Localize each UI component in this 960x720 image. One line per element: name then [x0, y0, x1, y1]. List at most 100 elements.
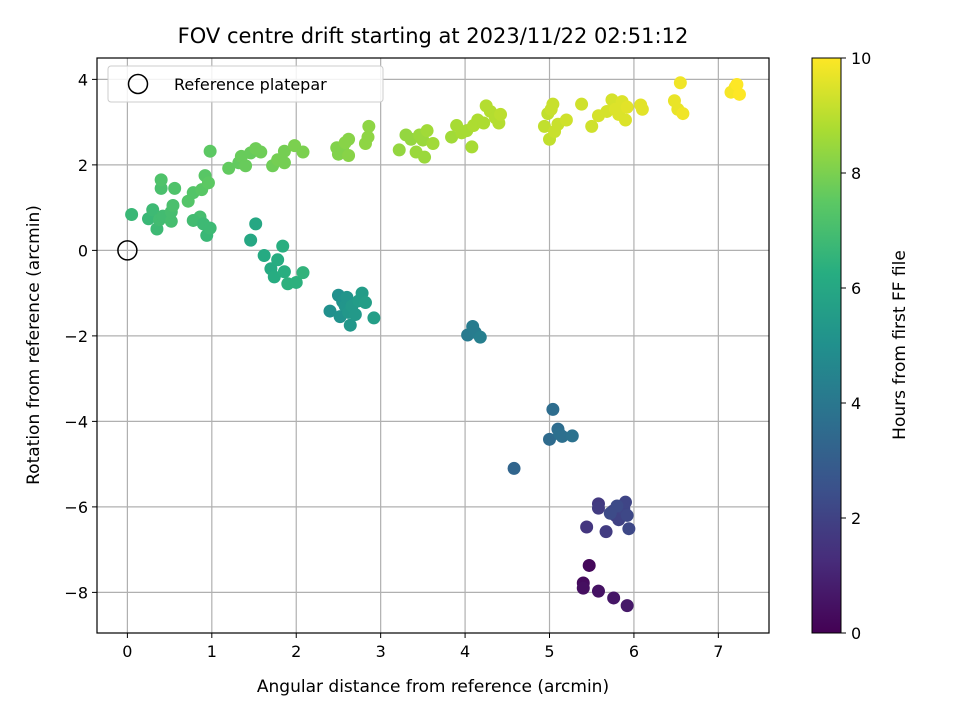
data-point [543, 432, 557, 446]
colorbar-tick-label: 6 [851, 279, 861, 298]
data-point [222, 161, 236, 175]
data-point [168, 181, 182, 195]
colorbar [811, 57, 842, 634]
data-point [203, 144, 217, 158]
colorbar-label: Hours from first FF file [890, 250, 910, 440]
data-point [565, 429, 579, 443]
data-point [635, 102, 649, 116]
data-point [343, 318, 357, 332]
data-point [276, 239, 290, 253]
data-point [555, 429, 569, 443]
data-point [249, 217, 263, 231]
data-point [537, 119, 551, 133]
data-point [267, 270, 281, 284]
data-point [342, 148, 356, 162]
data-point [603, 506, 617, 520]
y-tick-label: −4 [64, 412, 88, 431]
legend-entry-reference: Reference platepar [174, 75, 327, 94]
x-tick-label: 7 [713, 642, 723, 661]
data-point [342, 132, 356, 146]
data-point [576, 581, 590, 595]
data-point [546, 97, 560, 111]
data-point [620, 100, 634, 114]
data-point [599, 525, 613, 539]
data-point [277, 265, 291, 279]
x-tick-label: 3 [376, 642, 386, 661]
data-point [620, 599, 634, 613]
data-point [585, 119, 599, 133]
legend-marker [127, 73, 149, 95]
y-axis-ticks: −8 −6 −4 −2 0 2 4 [64, 70, 97, 602]
chart-title: FOV centre drift starting at 2023/11/22 … [178, 24, 689, 48]
colorbar-tick-label: 2 [851, 509, 861, 528]
data-point [575, 97, 589, 111]
data-point [618, 113, 632, 127]
data-point [186, 213, 200, 227]
data-point [507, 461, 521, 475]
data-point [580, 520, 594, 534]
data-point [154, 173, 168, 187]
x-tick-label: 5 [544, 642, 554, 661]
data-point [676, 107, 690, 121]
y-tick-label: 2 [78, 156, 88, 175]
data-point [271, 253, 285, 267]
data-point [477, 116, 491, 130]
data-point [125, 207, 139, 221]
data-point [732, 87, 746, 101]
y-tick-label: 4 [78, 70, 88, 89]
x-tick-label: 0 [122, 642, 132, 661]
data-point [257, 249, 271, 263]
data-point [673, 76, 687, 90]
colorbar-tick-label: 8 [851, 164, 861, 183]
data-point [277, 144, 291, 158]
data-point [164, 214, 178, 228]
data-points [117, 76, 746, 613]
x-axis-title: Angular distance from reference (arcmin) [257, 677, 609, 697]
data-point [358, 296, 372, 310]
y-tick-label: 0 [78, 241, 88, 260]
y-tick-label: −6 [64, 498, 88, 517]
data-point [546, 402, 560, 416]
legend-box [107, 65, 384, 103]
data-point [392, 143, 406, 157]
data-point [289, 275, 303, 289]
data-point [582, 558, 596, 572]
colorbar-tick-label: 0 [851, 624, 861, 643]
data-point [622, 522, 636, 536]
data-point [591, 584, 605, 598]
data-point [203, 221, 217, 235]
x-tick-label: 4 [460, 642, 470, 661]
y-tick-label: −2 [64, 327, 88, 346]
x-axis-ticks: 0 1 2 3 4 5 6 7 [122, 633, 723, 661]
colorbar-tick-label: 4 [851, 394, 861, 413]
data-point [296, 266, 310, 280]
data-point [362, 119, 376, 133]
data-point [244, 233, 258, 247]
data-point [426, 137, 440, 151]
data-point [473, 330, 487, 344]
data-point [367, 311, 381, 325]
x-tick-label: 2 [291, 642, 301, 661]
data-point [146, 203, 160, 217]
colorbar-tick-label: 10 [851, 49, 871, 68]
y-tick-label: −8 [64, 583, 88, 602]
data-point [361, 130, 375, 144]
reference-platepar-marker [117, 240, 138, 261]
data-point [201, 176, 215, 190]
data-point [296, 145, 310, 159]
data-point [418, 150, 432, 164]
data-point [420, 124, 434, 138]
plot-frame [96, 57, 770, 634]
data-point [239, 159, 253, 173]
data-point [277, 156, 291, 170]
colorbar-ticks: 0 2 4 6 8 10 [841, 49, 871, 643]
x-tick-label: 1 [207, 642, 217, 661]
y-axis-title: Rotation from reference (arcmin) [24, 205, 44, 485]
data-point [620, 508, 634, 522]
data-point [166, 198, 180, 212]
x-tick-label: 6 [629, 642, 639, 661]
data-point [465, 140, 479, 154]
data-point [494, 107, 508, 121]
data-point [254, 145, 268, 159]
